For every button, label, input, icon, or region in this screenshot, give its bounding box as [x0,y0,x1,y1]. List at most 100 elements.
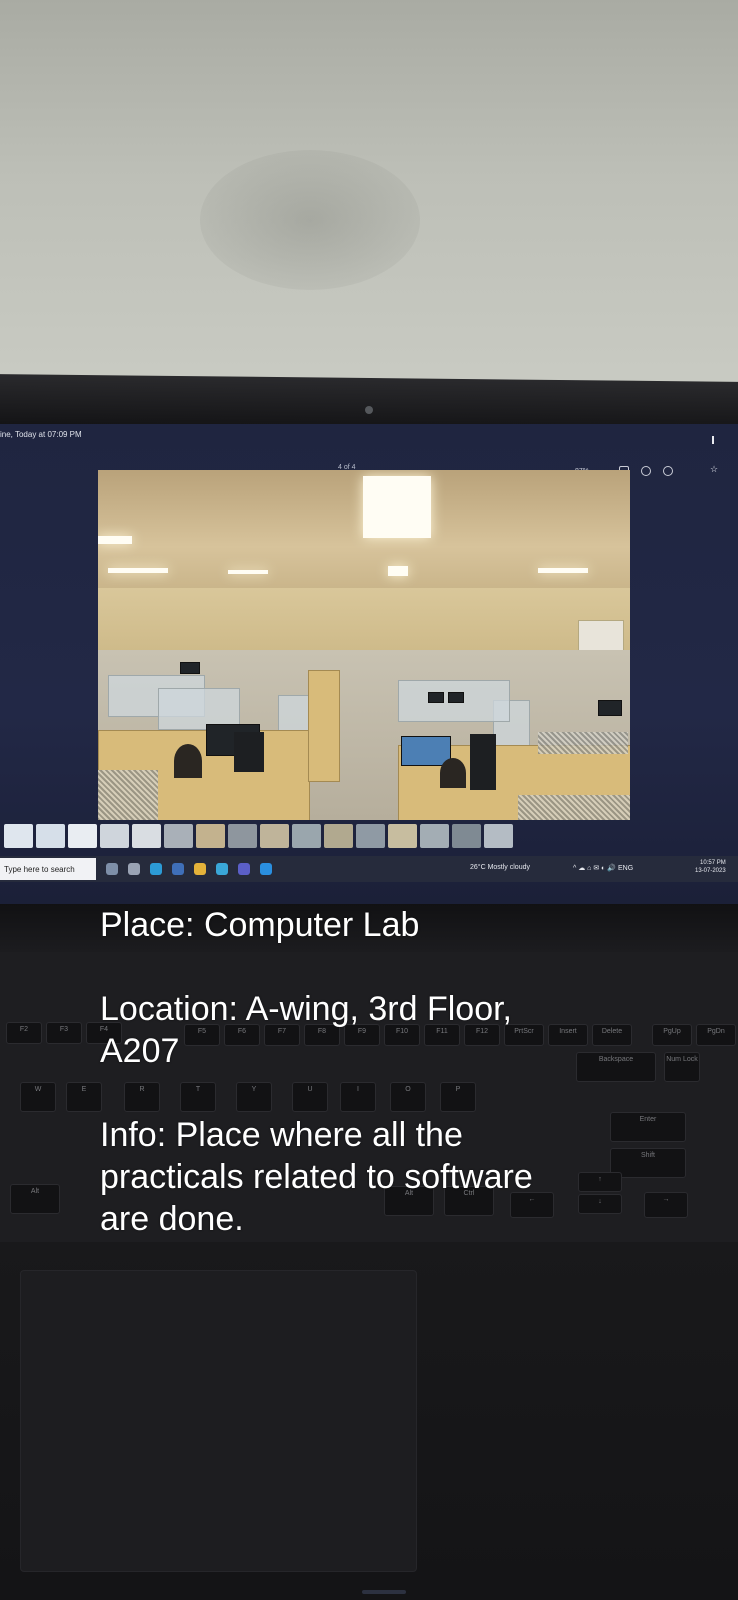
language-indicator[interactable]: ENG [618,865,634,872]
cpu-tower [470,734,496,790]
key-f2: F2 [6,1022,42,1044]
key-f3: F3 [46,1022,82,1044]
thumbnail[interactable] [484,824,513,848]
key-f6: F6 [224,1024,260,1046]
key-i: I [340,1082,376,1112]
thumbnail[interactable] [228,824,257,848]
info-caption-line1: Info: Place where all the [100,1116,463,1154]
key-ctrl: Ctrl [444,1186,494,1216]
key-enter: Enter [610,1112,686,1142]
photos-icon[interactable] [216,863,228,875]
key-u: U [292,1082,328,1112]
clock-time: 10:57 PM [700,860,726,866]
key-y: Y [236,1082,272,1112]
key-arrow-down: ↓ [578,1194,622,1214]
window-title: ine, Today at 07:09 PM [0,430,82,439]
clock-date: 13-07-2023 [695,868,726,874]
zoom-out-icon[interactable] [662,466,673,476]
cubicle-partition [398,680,510,722]
key-f12: F12 [464,1024,500,1046]
thumbnail[interactable] [4,824,33,848]
key-arrow-left: ← [510,1192,554,1218]
wall-background [0,0,738,392]
taskbar: Type here to search 26°C Mostly cloudy ^… [0,856,738,882]
search-input[interactable]: Type here to search [0,858,96,880]
person [174,744,202,778]
key-f5: F5 [184,1024,220,1046]
monitor [180,662,200,674]
thumbnail[interactable] [324,824,353,848]
task-view-icon[interactable] [128,863,140,875]
thumbnail[interactable] [292,824,321,848]
edge-icon[interactable] [150,863,162,875]
vscode-icon[interactable] [260,863,272,875]
system-tray[interactable]: ^ ☁ ⌂ ✉ ◐ 🔊 ENG [573,865,634,872]
key-f8: F8 [304,1024,340,1046]
thumbnail[interactable] [260,824,289,848]
wall-shadow [200,150,420,290]
key-o: O [390,1082,426,1112]
key-alt-left: Alt [10,1184,60,1214]
widgets-icon[interactable] [106,863,118,875]
thumbnail[interactable] [132,824,161,848]
keyboard: F2 F3 F4 F5 F6 F7 F8 F9 F10 F11 F12 PrtS… [0,952,738,1242]
info-caption-line2: practicals related to software [100,1158,533,1196]
key-insert: Insert [548,1024,588,1046]
ceiling-light [538,568,588,573]
cubicle-mesh [518,795,630,820]
weather-widget[interactable]: 26°C Mostly cloudy [470,864,530,871]
info-caption-line3: are done. [100,1200,244,1238]
monitor [448,692,464,703]
favorite-icon[interactable]: ☆ [710,464,719,474]
key-arrow-up: ↑ [578,1172,622,1192]
key-f4: F4 [86,1022,122,1044]
back-wall [98,588,630,658]
key-t: T [180,1082,216,1112]
zoom-in-icon[interactable] [640,466,651,476]
person [440,758,466,788]
key-w: W [20,1082,56,1112]
key-pgup: PgUp [652,1024,692,1046]
ceiling-light [363,476,431,538]
key-f7: F7 [264,1024,300,1046]
key-e: E [66,1082,102,1112]
webcam [365,406,373,414]
location-caption-line1: Location: A-wing, 3rd Floor, [100,990,513,1028]
thumbnail[interactable] [196,824,225,848]
store-icon[interactable] [172,863,184,875]
chrome-icon[interactable] [194,863,206,875]
thumbnail[interactable] [420,824,449,848]
key-r: R [124,1082,160,1112]
thumbnail[interactable] [68,824,97,848]
cpu-tower [234,732,264,772]
window-control-icon[interactable] [712,436,714,444]
ceiling-light [108,568,168,573]
thumbnail[interactable] [100,824,129,848]
key-delete: Delete [592,1024,632,1046]
image-counter: 4 of 4 [338,464,356,471]
thumbnail[interactable] [356,824,385,848]
bottom-notch [362,1590,406,1594]
key-pgdn: PgDn [696,1024,736,1046]
key-p: P [440,1082,476,1112]
thumbnail[interactable] [36,824,65,848]
ceiling-light [98,536,132,544]
key-f11: F11 [424,1024,460,1046]
screen-bezel-bottom [0,904,738,952]
monitor [428,692,444,703]
monitor [401,736,451,766]
key-num-lock: Num Lock [664,1052,700,1082]
cubicle-mesh [538,732,628,754]
clock[interactable]: 10:57 PM 13-07-2023 [695,859,726,875]
teams-icon[interactable] [238,863,250,875]
cubicle-mesh [98,770,158,820]
thumbnail-strip [0,820,738,852]
location-caption-line2: A207 [100,1032,180,1070]
thumbnail[interactable] [452,824,481,848]
thumbnail[interactable] [388,824,417,848]
thumbnail[interactable] [164,824,193,848]
key-alt-right: Alt [384,1186,434,1216]
computer-lab-photo [98,470,630,820]
key-backspace: Backspace [576,1052,656,1082]
monitor [598,700,622,716]
